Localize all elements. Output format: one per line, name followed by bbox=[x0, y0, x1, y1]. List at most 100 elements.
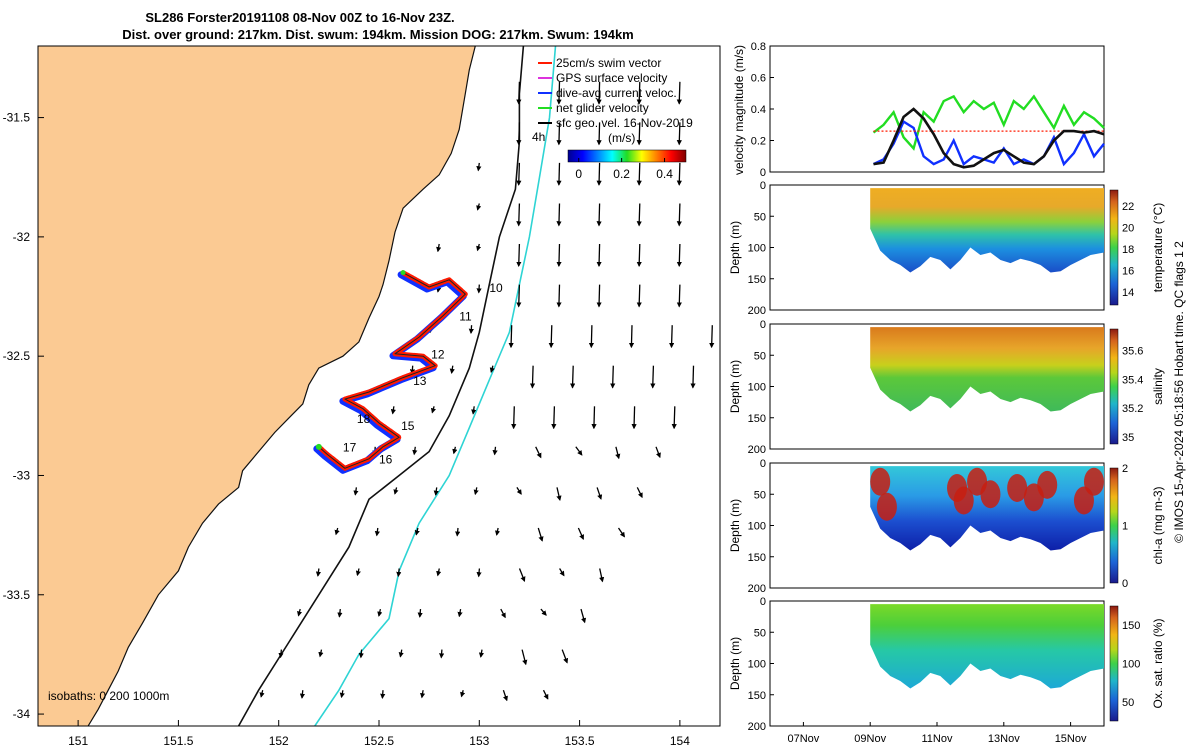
velocity-arrow bbox=[315, 568, 322, 577]
velocity-arrow bbox=[556, 487, 562, 502]
track-day-label: 11 bbox=[459, 309, 472, 323]
velocity-arrow bbox=[436, 243, 442, 253]
track-line bbox=[318, 272, 466, 469]
isobath-1000m bbox=[314, 46, 557, 726]
velocity-arrow bbox=[516, 162, 522, 186]
velocity-arrow bbox=[511, 406, 517, 430]
salinity-colorbar bbox=[1109, 328, 1119, 445]
velocity-arrow bbox=[556, 81, 562, 105]
track-day-labels: 10 11 12 13 15 16 17 18 bbox=[343, 281, 503, 467]
velocity-arrow bbox=[494, 527, 501, 536]
map-x-tick-label: 154 bbox=[670, 734, 690, 748]
velocity-arrow bbox=[318, 649, 324, 658]
track-day-label: 17 bbox=[343, 441, 357, 455]
glider-track bbox=[313, 270, 468, 474]
map-y-tick-label: -33 bbox=[13, 468, 31, 482]
velocity-arrow bbox=[417, 609, 423, 618]
chla-y-tick-label: 150 bbox=[748, 552, 766, 564]
time-tick-label: 07Nov bbox=[788, 733, 820, 745]
land-area bbox=[38, 46, 476, 726]
time-tick-label: 09Nov bbox=[854, 733, 886, 745]
time-label: 4h bbox=[532, 130, 545, 144]
velocity-arrow bbox=[476, 568, 482, 578]
velocity-arrow bbox=[516, 243, 522, 268]
velocity-arrow bbox=[588, 325, 595, 349]
velocity-arrow bbox=[636, 487, 643, 499]
salinity-y-tick-label: 0 bbox=[760, 319, 766, 331]
velocity-arrow bbox=[500, 608, 506, 619]
temperature-y-tick-label: 0 bbox=[760, 180, 766, 192]
velocity-arrow bbox=[650, 365, 656, 389]
velocity-arrow bbox=[516, 487, 522, 495]
velocity-arrow bbox=[337, 609, 343, 618]
map-y-tick-label: -31.5 bbox=[3, 111, 31, 125]
temperature-panel: 0 50 100 150 200 Depth (m) 14 16 18 20 22 temperatu… bbox=[728, 180, 1165, 317]
temperature-ylabel: Depth (m) bbox=[728, 221, 742, 274]
velocity-arrow bbox=[518, 568, 526, 582]
velocity-arrow bbox=[676, 122, 682, 146]
oxygen-section-fill bbox=[870, 604, 1104, 689]
chla-high-patch bbox=[1007, 474, 1028, 502]
velocity-series-line bbox=[872, 119, 1105, 167]
velocity-arrow bbox=[561, 649, 569, 664]
velocity-arrow bbox=[596, 243, 602, 268]
velocity-arrow bbox=[355, 568, 361, 577]
colorbar-tick-label: 0.4 bbox=[656, 167, 673, 181]
speed-colorbar-ticks: 0 0.2 0.4 bbox=[575, 158, 673, 181]
chla-panel: 0 50 100 150 200 Depth (m) 0 1 2 chl-a (mg m-3) bbox=[728, 458, 1165, 595]
velocity-arrow bbox=[676, 243, 682, 268]
map-y-tick-label: -32.5 bbox=[3, 349, 31, 363]
track-day-label: 15 bbox=[401, 419, 415, 433]
velocity-y-tick-label: 0.6 bbox=[751, 73, 766, 85]
oxygen-y-tick-label: 200 bbox=[748, 721, 766, 733]
velocity-arrow bbox=[478, 649, 485, 658]
salinity-section-fill bbox=[870, 327, 1104, 412]
velocity-arrow bbox=[529, 365, 536, 389]
velocity-arrow bbox=[476, 243, 482, 252]
velocity-arrow bbox=[436, 568, 442, 577]
velocity-arrow bbox=[297, 608, 303, 617]
temperature-y-tick-label: 150 bbox=[748, 274, 766, 286]
oxygen-y-tick-label: 50 bbox=[754, 627, 766, 639]
salinity-colorbar-tick-label: 35.4 bbox=[1122, 374, 1143, 386]
track-day-label: 18 bbox=[357, 412, 371, 426]
velocity-arrow bbox=[358, 649, 364, 659]
temperature-y-tick-label: 100 bbox=[748, 243, 766, 255]
velocity-ylabel: velocity magnitude (m/s) bbox=[732, 45, 746, 175]
speed-colorbar bbox=[567, 149, 687, 163]
map-x-tick-label: 153 bbox=[469, 734, 489, 748]
velocity-arrow bbox=[374, 527, 380, 537]
velocity-arrow bbox=[380, 690, 386, 700]
chla-colorbar-tick-label: 1 bbox=[1122, 521, 1128, 533]
velocity-arrow bbox=[414, 527, 420, 536]
legend-label: dive-avg current veloc. bbox=[556, 86, 677, 100]
temperature-y-tick-label: 200 bbox=[748, 305, 766, 317]
map-y-tick-label: -34 bbox=[13, 707, 31, 721]
temperature-colorbar-tick-label: 14 bbox=[1122, 287, 1134, 299]
velocity-arrow bbox=[596, 284, 602, 308]
figure-title-line2: Dist. over ground: 217km. Dist. swum: 19… bbox=[122, 27, 634, 42]
velocity-arrow bbox=[430, 406, 436, 414]
track-day-label: 16 bbox=[379, 453, 393, 467]
velocity-arrow bbox=[631, 406, 637, 430]
velocity-arrow bbox=[676, 284, 682, 308]
chla-high-patch bbox=[953, 486, 974, 515]
track-end-marker bbox=[315, 443, 322, 450]
velocity-arrow bbox=[455, 527, 461, 537]
velocity-arrow bbox=[636, 284, 642, 308]
velocity-arrow bbox=[259, 690, 265, 698]
oxygen-colorbar-tick-label: 100 bbox=[1122, 659, 1140, 671]
velocity-arrow bbox=[457, 608, 463, 618]
velocity-arrow bbox=[709, 325, 715, 349]
velocity-arrow bbox=[628, 325, 635, 349]
velocity-arrow bbox=[556, 122, 562, 146]
velocity-series-line bbox=[873, 107, 1105, 169]
velocity-y-tick-label: 0 bbox=[760, 167, 766, 179]
chla-ylabel: Depth (m) bbox=[728, 499, 742, 552]
velocity-arrow bbox=[655, 446, 661, 459]
chla-high-patch bbox=[1083, 467, 1104, 496]
salinity-y-tick-label: 150 bbox=[748, 413, 766, 425]
velocity-arrow bbox=[508, 325, 514, 349]
velocity-arrow bbox=[398, 649, 404, 658]
